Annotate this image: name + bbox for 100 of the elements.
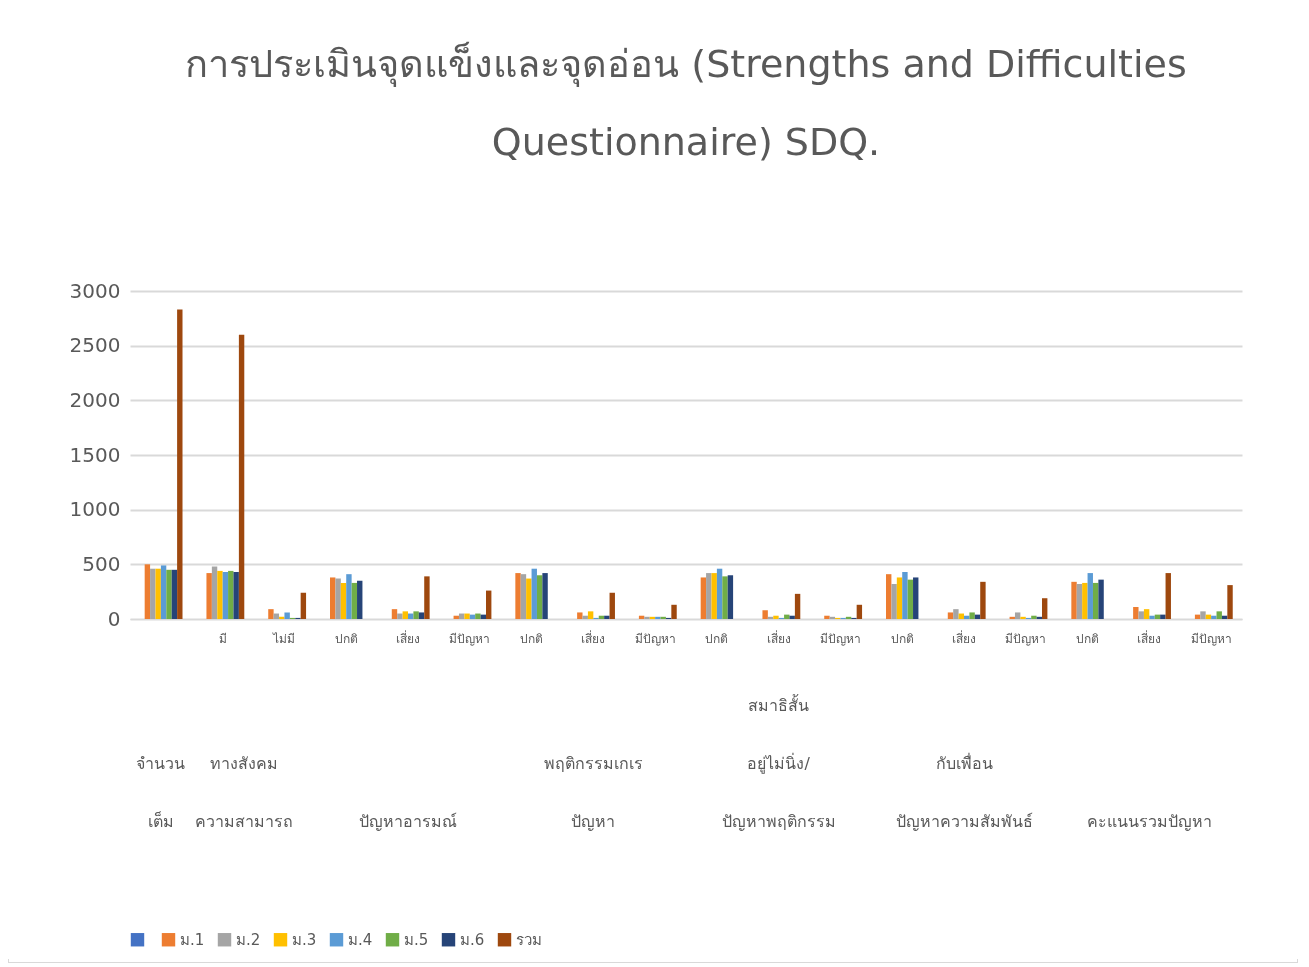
y-tick-label: 2000 [69, 387, 121, 412]
bar [335, 578, 341, 619]
bar [520, 574, 527, 619]
bar [1227, 585, 1233, 619]
x-tick-label: ปกติ [334, 631, 358, 646]
bar [351, 582, 358, 619]
x-tick-label: มีปัญหา [819, 631, 861, 646]
x-tick-label: เสี่ยง [952, 629, 976, 646]
bar [1133, 606, 1139, 619]
y-tick-label: 0 [107, 606, 121, 631]
bar [177, 309, 183, 619]
bar [856, 604, 863, 619]
x-tick-label: มีปัญหา [634, 631, 676, 646]
bar [1087, 573, 1093, 619]
x-tick-label: เสี่ยง [396, 629, 420, 646]
text: คะแนนรวมปัญหา [1086, 812, 1212, 831]
bar [485, 590, 492, 619]
bar [1098, 579, 1104, 619]
bar [969, 612, 975, 619]
bar [1031, 615, 1037, 619]
bar [144, 564, 151, 619]
legend-label: ม.4 [348, 930, 373, 949]
bar [671, 604, 677, 619]
bar [706, 573, 712, 619]
bar [794, 593, 801, 619]
bar [913, 577, 919, 619]
x-tick-label: ปกติ [705, 631, 729, 646]
x-tick-label: ปกติ [1076, 631, 1100, 646]
bar [722, 576, 728, 619]
bar [330, 577, 336, 619]
text: สมาธิสั้น อยู่ไม่นิ่ง/ ปัญหาพฤติกรรม [721, 696, 836, 831]
bar [155, 568, 161, 619]
bar [171, 569, 178, 619]
bar [475, 613, 481, 619]
bar [980, 581, 986, 619]
bar [536, 575, 543, 619]
chart-title: การประเมินจุดแข็งและจุดอ่อน (Strengths and Difficulties Questionnaire) SDQ. [185, 41, 1187, 164]
bar [727, 575, 734, 619]
bar [824, 615, 830, 619]
bar [907, 579, 914, 619]
bar [644, 616, 650, 619]
legend-label: ม.2 [236, 930, 261, 949]
bar [418, 612, 425, 619]
legend-label: ม.1 [180, 930, 205, 949]
bar [1211, 615, 1217, 619]
bar [228, 570, 234, 619]
bar [542, 573, 548, 619]
bar [206, 573, 212, 619]
bar [1149, 615, 1155, 619]
legend-label: รวม [516, 930, 542, 949]
bar [217, 570, 223, 619]
y-tick-label: 2500 [69, 333, 121, 358]
bar [300, 592, 307, 619]
bar [604, 615, 610, 619]
text: พฤติกรรมเกเร ปัญหา [543, 754, 643, 831]
text: กับเพื่อน ปัญหาความสัมพันธ์ [895, 754, 1033, 831]
bar [1076, 584, 1083, 619]
bar [700, 577, 707, 619]
bar [886, 574, 892, 619]
bar [166, 569, 172, 619]
bar [346, 574, 352, 619]
bar [1014, 612, 1021, 619]
bar [531, 568, 537, 619]
bar [238, 334, 245, 619]
legend-label: ม.3 [292, 930, 317, 949]
bar [1165, 573, 1171, 619]
x-tick-label: มีปัญหา [1190, 631, 1232, 646]
bar [1143, 609, 1150, 619]
bar [222, 571, 229, 619]
bar [1041, 598, 1048, 619]
x-tick-label: เสี่ยง [581, 629, 606, 646]
bar [268, 609, 274, 619]
x-tick-label: ปกติ [890, 631, 914, 646]
x-tick-label: ปกติ [520, 631, 544, 646]
bar [947, 612, 954, 619]
bar [526, 578, 532, 619]
bar [150, 568, 156, 619]
bar [1082, 582, 1088, 619]
bar [773, 615, 779, 619]
y-tick-label: 1500 [69, 442, 121, 467]
legend-label: ม.6 [460, 930, 485, 949]
text: ทางสังคม ความสามารถ [195, 754, 294, 831]
bar [391, 609, 398, 619]
text: จำนวน เต็ม [136, 754, 186, 831]
bar [413, 611, 419, 619]
bar [762, 610, 768, 619]
bar [716, 568, 723, 619]
bar [284, 612, 290, 619]
bar [1216, 611, 1222, 619]
bar [577, 612, 583, 619]
bar [953, 609, 959, 619]
y-tick-label: 3000 [69, 278, 121, 303]
x-tick-label: มี [218, 631, 227, 646]
bar [424, 576, 430, 619]
x-tick-label: มีปัญหา [449, 631, 491, 646]
x-tick-label: ไม่มี [272, 631, 296, 646]
bar [515, 573, 521, 619]
bar [789, 615, 795, 619]
bar [397, 613, 403, 619]
bar [655, 616, 661, 619]
